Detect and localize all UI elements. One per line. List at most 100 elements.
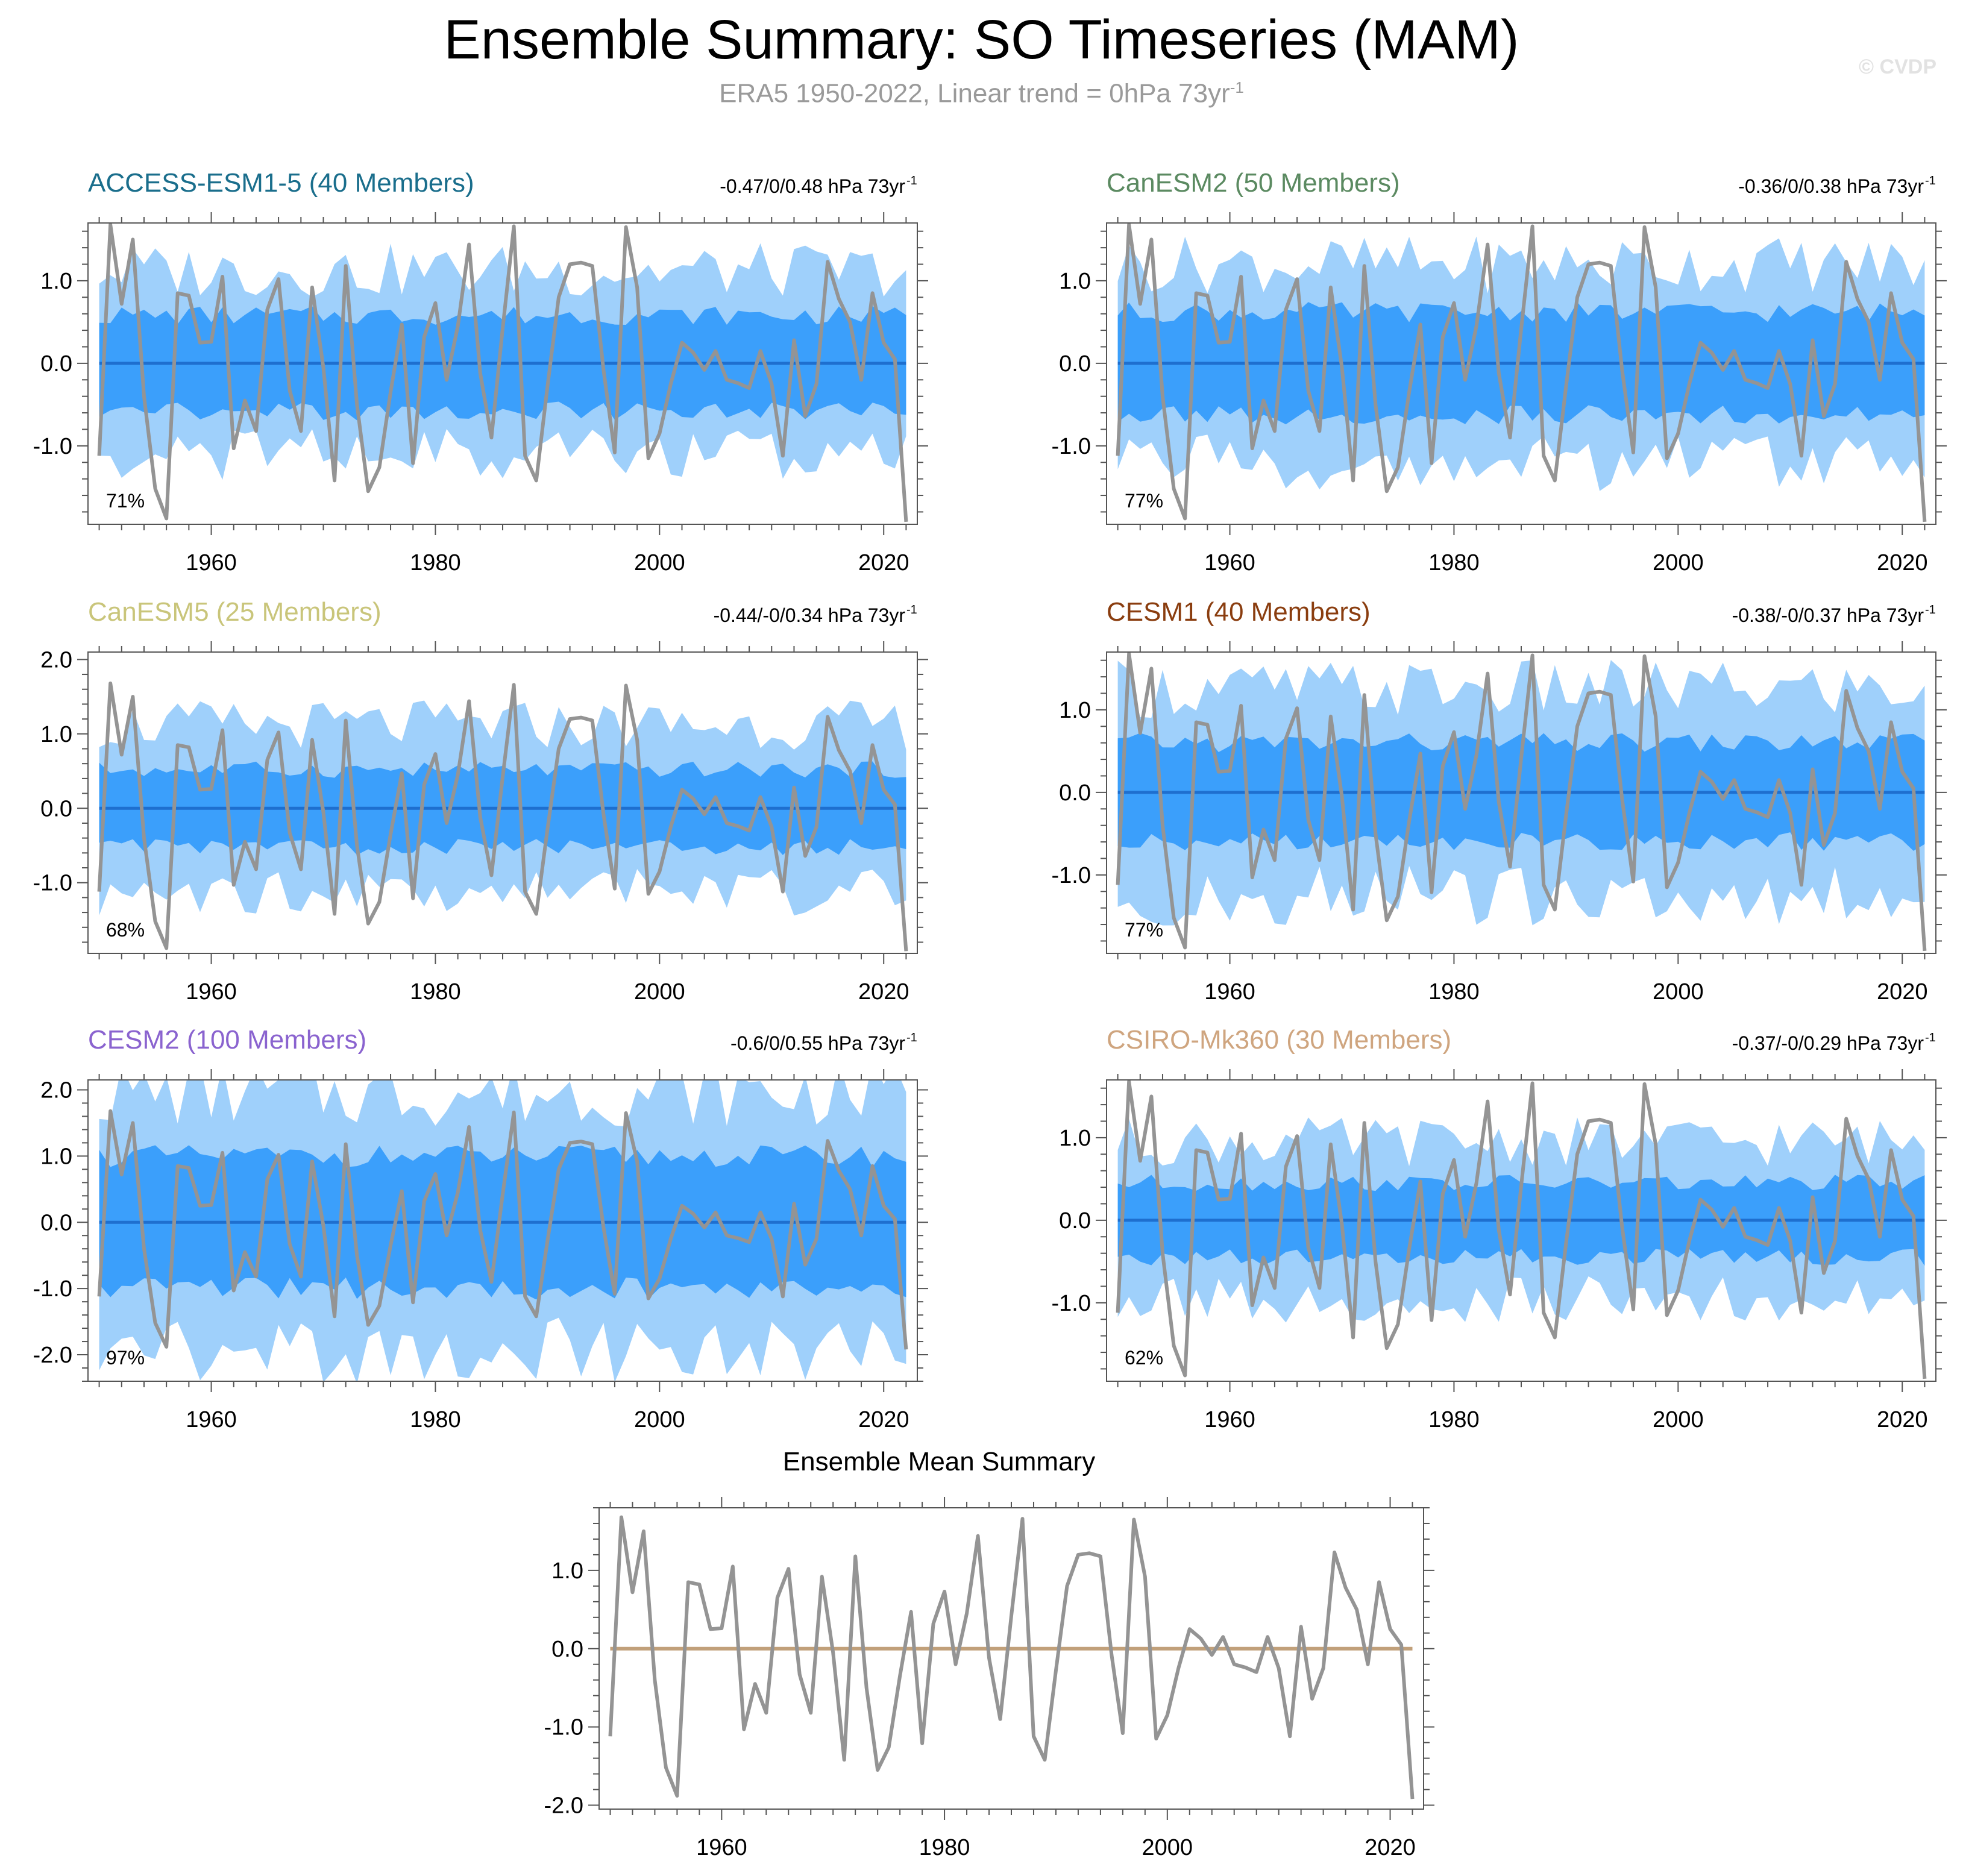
y-tick-label: -1.0 [33, 1276, 72, 1302]
y-tick-label: 0.0 [40, 351, 72, 377]
y-tick-label: 1.0 [551, 1558, 583, 1584]
y-tick-label: 2.0 [40, 1078, 72, 1103]
plot-frame [598, 1507, 1424, 1810]
main-title: Ensemble Summary: SO Timeseries (MAM) [444, 9, 1519, 71]
x-tick-label: 2020 [1877, 1407, 1928, 1432]
y-tick-label: 1.0 [1059, 269, 1091, 294]
plot-area [1116, 1080, 1927, 1379]
panel-percent-label: 97% [106, 1347, 145, 1369]
y-tick-label: -1.0 [1052, 434, 1091, 459]
x-tick-label: 1980 [410, 1407, 461, 1432]
panel-percent-label: 71% [106, 490, 145, 512]
panel-trend-stats-superscript: -1 [906, 603, 917, 616]
panel-trend-stats: -0.44/-0/0.34 hPa 73yr [714, 604, 906, 626]
y-tick-label: 1.0 [1059, 698, 1091, 723]
panel-trend-stats-superscript: -1 [1925, 174, 1936, 187]
panel-6: 1960 1980 2000 2020 1.0 0.0 -1.0 CSIRO-Mk360 (3… [1052, 1025, 1947, 1432]
x-tick-label: 2020 [1877, 550, 1928, 576]
plot-area [1116, 652, 1927, 952]
panel-trend-stats: -0.37/-0/0.29 hPa 73yr [1732, 1032, 1924, 1054]
x-tick-label: 1960 [696, 1835, 747, 1860]
y-tick-label: 1.0 [40, 269, 72, 294]
panel-2: 1960 1980 2000 2020 1.0 0.0 -1.0 CanESM2 (50 Me… [1052, 168, 1947, 576]
x-tick-label: 2000 [634, 979, 685, 1005]
y-tick-label: -2.0 [544, 1793, 583, 1819]
x-tick-label: 2020 [1365, 1835, 1416, 1860]
y-tick-label: 0.0 [1059, 351, 1091, 377]
x-tick-label: 2000 [1142, 1835, 1193, 1860]
y-tick-label: 0.0 [40, 796, 72, 821]
panel-title: CanESM2 (50 Members) [1107, 168, 1400, 198]
observation-line [1116, 1080, 1927, 1379]
y-tick-label: -1.0 [33, 434, 72, 459]
y-tick-label: 2.0 [40, 647, 72, 673]
main-subtitle: ERA5 1950-2022, Linear trend = 0hPa 73yr… [0, 78, 1963, 109]
panel-trend-stats-superscript: -1 [906, 1031, 917, 1044]
panel-title: CSIRO-Mk360 (30 Members) [1107, 1025, 1451, 1055]
panel-4: 1960 1980 2000 2020 1.0 0.0 -1.0 CESM1 (40 Memb… [1052, 597, 1947, 1005]
plot-area [97, 1080, 908, 1381]
x-tick-label: 1960 [1204, 550, 1255, 576]
panel-trend-stats: -0.38/-0/0.37 hPa 73yr [1732, 604, 1924, 626]
x-tick-label: 2000 [634, 550, 685, 576]
x-tick-label: 2020 [1877, 979, 1928, 1005]
x-tick-label: 1980 [1428, 979, 1480, 1005]
observation-line [608, 1515, 1415, 1799]
y-tick-label: 0.0 [1059, 1208, 1091, 1234]
y-tick-label: -1.0 [33, 871, 72, 896]
watermark: © CVDP [1859, 55, 1936, 78]
plot-area [1116, 223, 1927, 522]
plot-area [97, 681, 908, 952]
x-tick-label: 1960 [1204, 979, 1255, 1005]
y-tick-label: -1.0 [1052, 1291, 1091, 1316]
x-tick-label: 1980 [919, 1835, 970, 1860]
subtitle-text: ERA5 1950-2022, Linear trend = 0hPa 73yr [719, 78, 1230, 108]
observation-line [1116, 223, 1927, 522]
x-tick-label: 1980 [1428, 1407, 1480, 1432]
x-tick-label: 1960 [186, 550, 237, 576]
observation-line [97, 1109, 908, 1350]
x-tick-label: 2000 [1653, 550, 1704, 576]
y-tick-label: -2.0 [33, 1343, 72, 1368]
subtitle-superscript: -1 [1230, 78, 1244, 96]
y-tick-label: 1.0 [40, 1144, 72, 1169]
y-tick-label: -1.0 [544, 1715, 583, 1740]
panel-title: CanESM5 (25 Members) [88, 597, 382, 627]
panel-title: CESM2 (100 Members) [88, 1025, 366, 1055]
observation-line [97, 681, 908, 952]
x-tick-label: 1980 [410, 979, 461, 1005]
observation-line [97, 223, 908, 522]
x-tick-label: 1960 [186, 1407, 237, 1432]
panel-title: ACCESS-ESM1-5 (40 Members) [88, 168, 474, 198]
x-tick-label: 2000 [1653, 979, 1704, 1005]
panel-trend-stats: -0.6/0/0.55 hPa 73yr [730, 1032, 905, 1054]
plot-area [608, 1515, 1415, 1799]
panel-trend-stats: -0.47/0/0.48 hPa 73yr [720, 175, 905, 197]
panel-percent-label: 77% [1125, 919, 1163, 941]
x-tick-label: 1960 [186, 979, 237, 1005]
y-tick-label: -1.0 [1052, 863, 1091, 888]
y-tick-label: 1.0 [40, 722, 72, 747]
x-tick-label: 2000 [1653, 1407, 1704, 1432]
x-tick-label: 2020 [858, 979, 909, 1005]
x-tick-label: 1960 [1204, 1407, 1255, 1432]
panel-title: CESM1 (40 Members) [1107, 597, 1371, 627]
panel-percent-label: 68% [106, 919, 145, 941]
x-tick-label: 2000 [634, 1407, 685, 1432]
x-tick-label: 1980 [410, 550, 461, 576]
y-tick-label: 0.0 [551, 1637, 583, 1662]
observation-line [1116, 652, 1927, 952]
y-tick-label: 0.0 [1059, 780, 1091, 806]
panel-trend-stats: -0.36/0/0.38 hPa 73yr [1738, 175, 1924, 197]
x-tick-label: 1980 [1428, 550, 1480, 576]
x-tick-label: 2020 [858, 1407, 909, 1432]
panel-percent-label: 77% [1125, 490, 1163, 512]
x-tick-label: 2020 [858, 550, 909, 576]
panel-title: Ensemble Mean Summary [783, 1447, 1095, 1476]
panel-trend-stats-superscript: -1 [1925, 1031, 1936, 1044]
panel-trend-stats-superscript: -1 [1925, 603, 1936, 616]
panel-5: 1960 1980 2000 2020 2.0 1.0 0.0 -1.0 -2.0 CESM2 (… [33, 1025, 928, 1432]
panel-percent-label: 62% [1125, 1347, 1163, 1369]
y-tick-label: 0.0 [40, 1210, 72, 1235]
